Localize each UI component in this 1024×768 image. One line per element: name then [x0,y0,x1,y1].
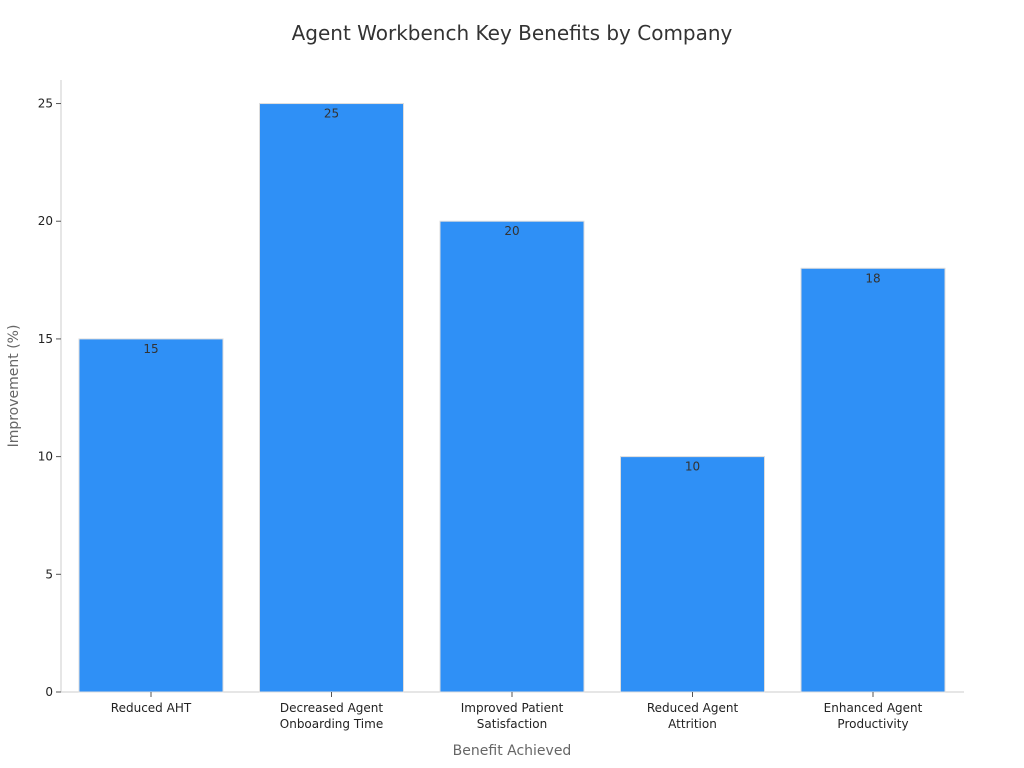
bar [439,220,585,693]
bar [800,267,946,693]
bar [259,103,404,693]
bar [78,338,224,693]
data-label: 20 [504,224,519,238]
x-tick-label: Decreased Agent Onboarding Time [280,701,384,731]
data-label: 18 [865,271,880,285]
data-label: 10 [685,460,700,474]
x-ticks-group: Reduced AHT Decreased Agent Onboarding Tim… [111,692,923,731]
bar [620,456,765,693]
y-tick-label: 25 [38,97,53,111]
x-tick-label: Reduced Agent Attrition [647,701,739,731]
x-tick-label: Improved Patient Satisfaction [461,701,564,731]
data-label: 25 [324,107,339,121]
y-tick-label: 20 [38,214,53,228]
bars-group [78,103,946,693]
x-tick-label: Reduced AHT [111,701,192,715]
x-axis-label: Benefit Achieved [453,743,572,759]
data-labels-group: 15 25 20 10 18 [143,107,880,474]
y-ticks-group: 0 5 10 15 20 25 [38,97,61,699]
chart-title: Agent Workbench Key Benefits by Company [292,21,733,45]
y-tick-label: 0 [45,685,53,699]
y-tick-label: 15 [38,332,53,346]
x-tick-label: Enhanced Agent Productivity [824,701,923,731]
y-tick-label: 5 [45,567,53,581]
y-axis-label: Improvement (%) [6,325,22,448]
y-tick-label: 10 [38,450,53,464]
data-label: 15 [143,342,158,356]
